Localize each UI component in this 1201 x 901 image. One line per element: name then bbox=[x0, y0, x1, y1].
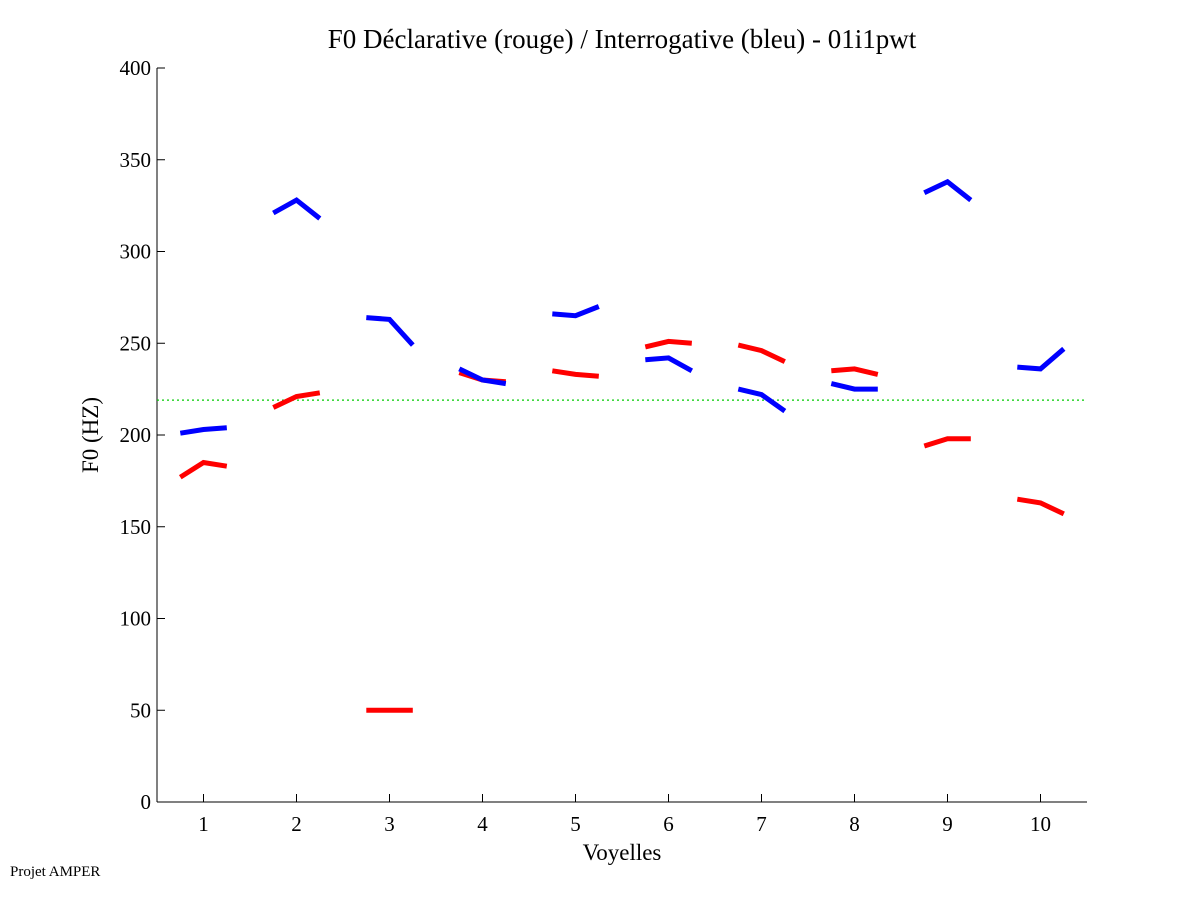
y-tick-label: 250 bbox=[120, 331, 152, 355]
x-tick-label: 9 bbox=[942, 812, 953, 836]
interrogative-segment-vowel-4 bbox=[458, 366, 507, 387]
y-tick-label: 100 bbox=[120, 607, 152, 631]
x-tick-label: 6 bbox=[663, 812, 674, 836]
x-tick-label: 7 bbox=[756, 812, 767, 836]
chart-title: F0 Déclarative (rouge) / Interrogative (… bbox=[328, 24, 917, 54]
y-axis-label: F0 (HZ) bbox=[78, 397, 103, 473]
interrogative-segment-vowel-9 bbox=[923, 178, 973, 203]
declarative-segment-vowel-6 bbox=[644, 338, 693, 350]
y-tick-label: 0 bbox=[141, 790, 152, 814]
x-tick-label: 5 bbox=[570, 812, 581, 836]
interrogative-segment-vowel-7 bbox=[737, 386, 787, 414]
interrogative-segment-vowel-5 bbox=[552, 304, 600, 319]
declarative-segment-vowel-9 bbox=[923, 436, 971, 449]
x-axis-label: Voyelles bbox=[583, 840, 662, 865]
y-tick-label: 150 bbox=[120, 515, 152, 539]
x-tick-label: 4 bbox=[477, 812, 488, 836]
declarative-segment-vowel-1 bbox=[178, 459, 228, 480]
interrogative-segment-vowel-2 bbox=[272, 197, 322, 221]
x-tick-label: 1 bbox=[198, 812, 209, 836]
x-tick-label: 10 bbox=[1030, 812, 1051, 836]
interrogative-segment-vowel-8 bbox=[830, 381, 878, 392]
interrogative-segment-vowel-10 bbox=[1017, 346, 1066, 372]
declarative-segment-vowel-2 bbox=[272, 390, 321, 410]
interrogative-segment-vowel-1 bbox=[179, 425, 227, 436]
y-tick-label: 200 bbox=[120, 423, 152, 447]
interrogative-segment-vowel-6 bbox=[645, 355, 694, 373]
declarative-segment-vowel-7 bbox=[737, 342, 786, 364]
x-tick-label: 2 bbox=[291, 812, 302, 836]
declarative-segment-vowel-10 bbox=[1016, 496, 1065, 517]
x-tick-label: 8 bbox=[849, 812, 860, 836]
footer-credit: Projet AMPER bbox=[10, 864, 101, 880]
y-tick-label: 300 bbox=[120, 240, 152, 264]
y-tick-label: 50 bbox=[130, 698, 151, 722]
declarative-segment-vowel-8 bbox=[831, 366, 879, 377]
declarative-segment-vowel-5 bbox=[551, 368, 600, 379]
x-tick-label: 3 bbox=[384, 812, 395, 836]
interrogative-segment-vowel-3 bbox=[366, 315, 415, 347]
y-tick-label: 400 bbox=[120, 56, 152, 80]
y-tick-label: 350 bbox=[120, 148, 152, 172]
